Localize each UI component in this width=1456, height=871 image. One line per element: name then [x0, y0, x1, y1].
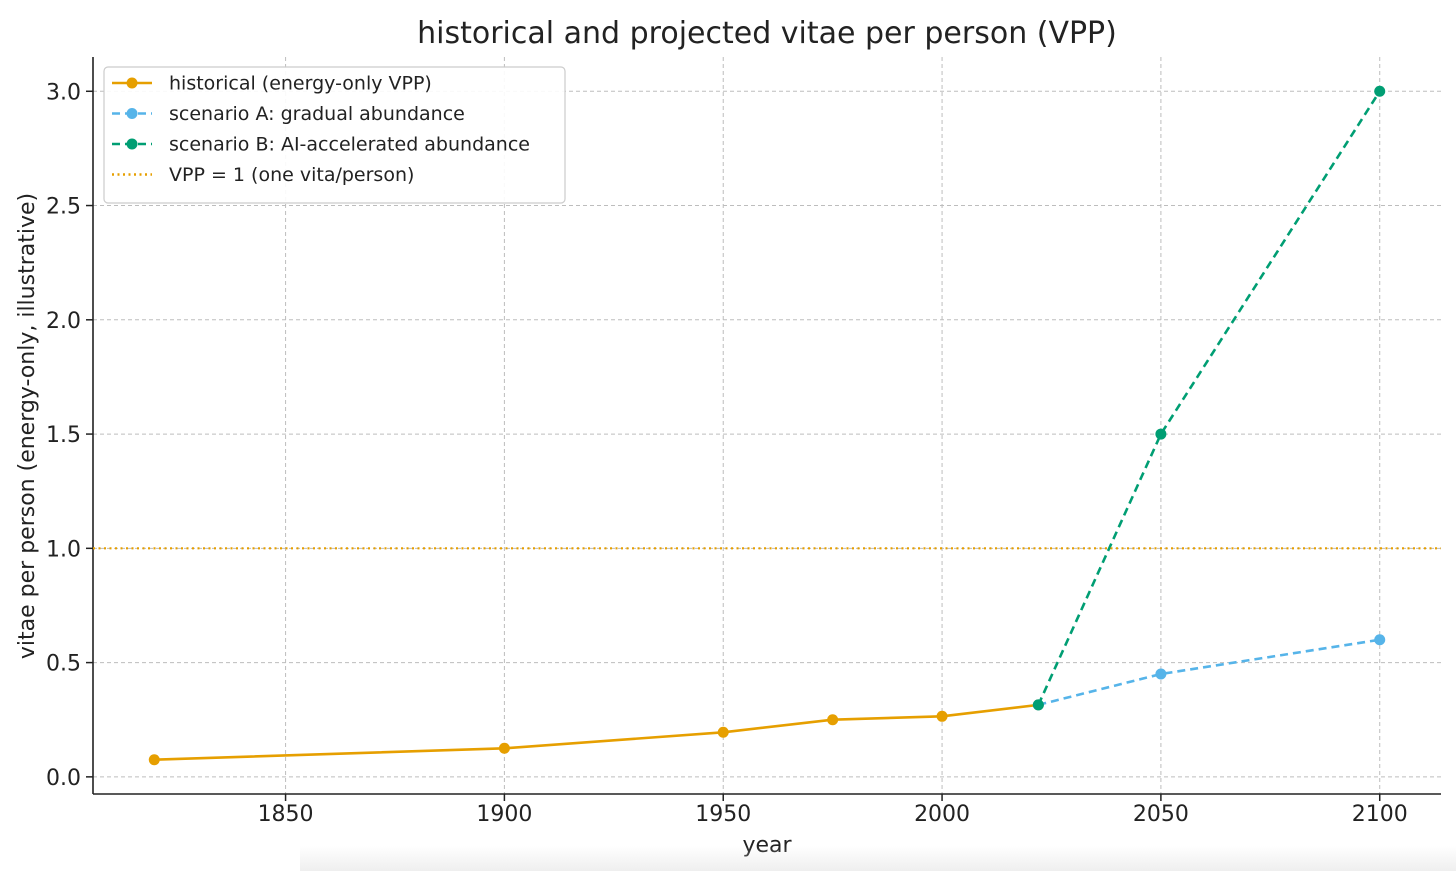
legend-entry: historical (energy-only VPP): [112, 73, 432, 95]
legend-entry: scenario B: AI-accelerated abundance: [112, 134, 530, 156]
data-point: [1032, 699, 1044, 711]
data-point: [498, 742, 510, 754]
x-tick-label: 1950: [695, 802, 751, 827]
x-tick-label: 1850: [258, 802, 314, 827]
y-tick-label: 0.5: [46, 652, 81, 677]
x-tick-label: 2050: [1133, 802, 1189, 827]
y-axis-label: vitae per person (energy-only, illustrat…: [15, 193, 40, 659]
legend-label: scenario B: AI-accelerated abundance: [169, 134, 530, 156]
legend-entry: scenario A: gradual abundance: [112, 103, 465, 125]
legend: historical (energy-only VPP) scenario A: …: [103, 66, 566, 204]
chart-title: historical and projected vitae per perso…: [417, 16, 1117, 51]
x-tick-label: 2000: [914, 802, 970, 827]
legend-label: historical (energy-only VPP): [169, 73, 432, 95]
series-scenario-a-gradual-abundance: [1032, 634, 1386, 711]
data-point: [1155, 668, 1167, 680]
series-layer: [93, 85, 1441, 766]
y-tick-label: 3.0: [46, 80, 81, 105]
legend-label: scenario A: gradual abundance: [169, 103, 465, 125]
y-tick-label: 1.5: [46, 423, 81, 448]
data-point: [148, 754, 160, 766]
series-historical-energy-only-vpp: [148, 699, 1044, 766]
data-point: [936, 710, 948, 722]
data-point: [1374, 634, 1386, 646]
y-tick-label: 0.0: [46, 766, 81, 791]
y-tick-label: 2.5: [46, 195, 81, 220]
data-point: [827, 714, 839, 726]
bottom-fade: [300, 846, 1456, 871]
series-line: [1037, 90, 1381, 706]
gridlines: [93, 57, 1441, 794]
data-point: [1374, 85, 1386, 97]
legend-swatch-marker: [126, 138, 138, 150]
legend-entry: VPP = 1 (one vita/person): [112, 164, 414, 186]
y-tick-labels: 0.0 0.5 1.0 1.5 2.0 2.5 3.0: [46, 80, 81, 791]
x-tick-labels: 1850 1900 1950 2000 2050 2100: [258, 802, 1408, 827]
data-point: [717, 726, 729, 738]
legend-box: [103, 66, 566, 204]
x-tick-label: 1900: [476, 802, 532, 827]
legend-swatch-marker: [126, 77, 138, 89]
y-tick-label: 1.0: [46, 537, 81, 562]
series-line: [1038, 638, 1380, 707]
axes: [86, 57, 1441, 801]
legend-label: VPP = 1 (one vita/person): [169, 164, 414, 186]
y-tick-label: 2.0: [46, 309, 81, 334]
series-scenario-b-ai-accelerated-abundance: [1032, 85, 1386, 711]
x-tick-label: 2100: [1352, 802, 1408, 827]
legend-swatch-marker: [126, 108, 138, 119]
series-line: [154, 703, 1039, 762]
data-point: [1155, 428, 1167, 440]
